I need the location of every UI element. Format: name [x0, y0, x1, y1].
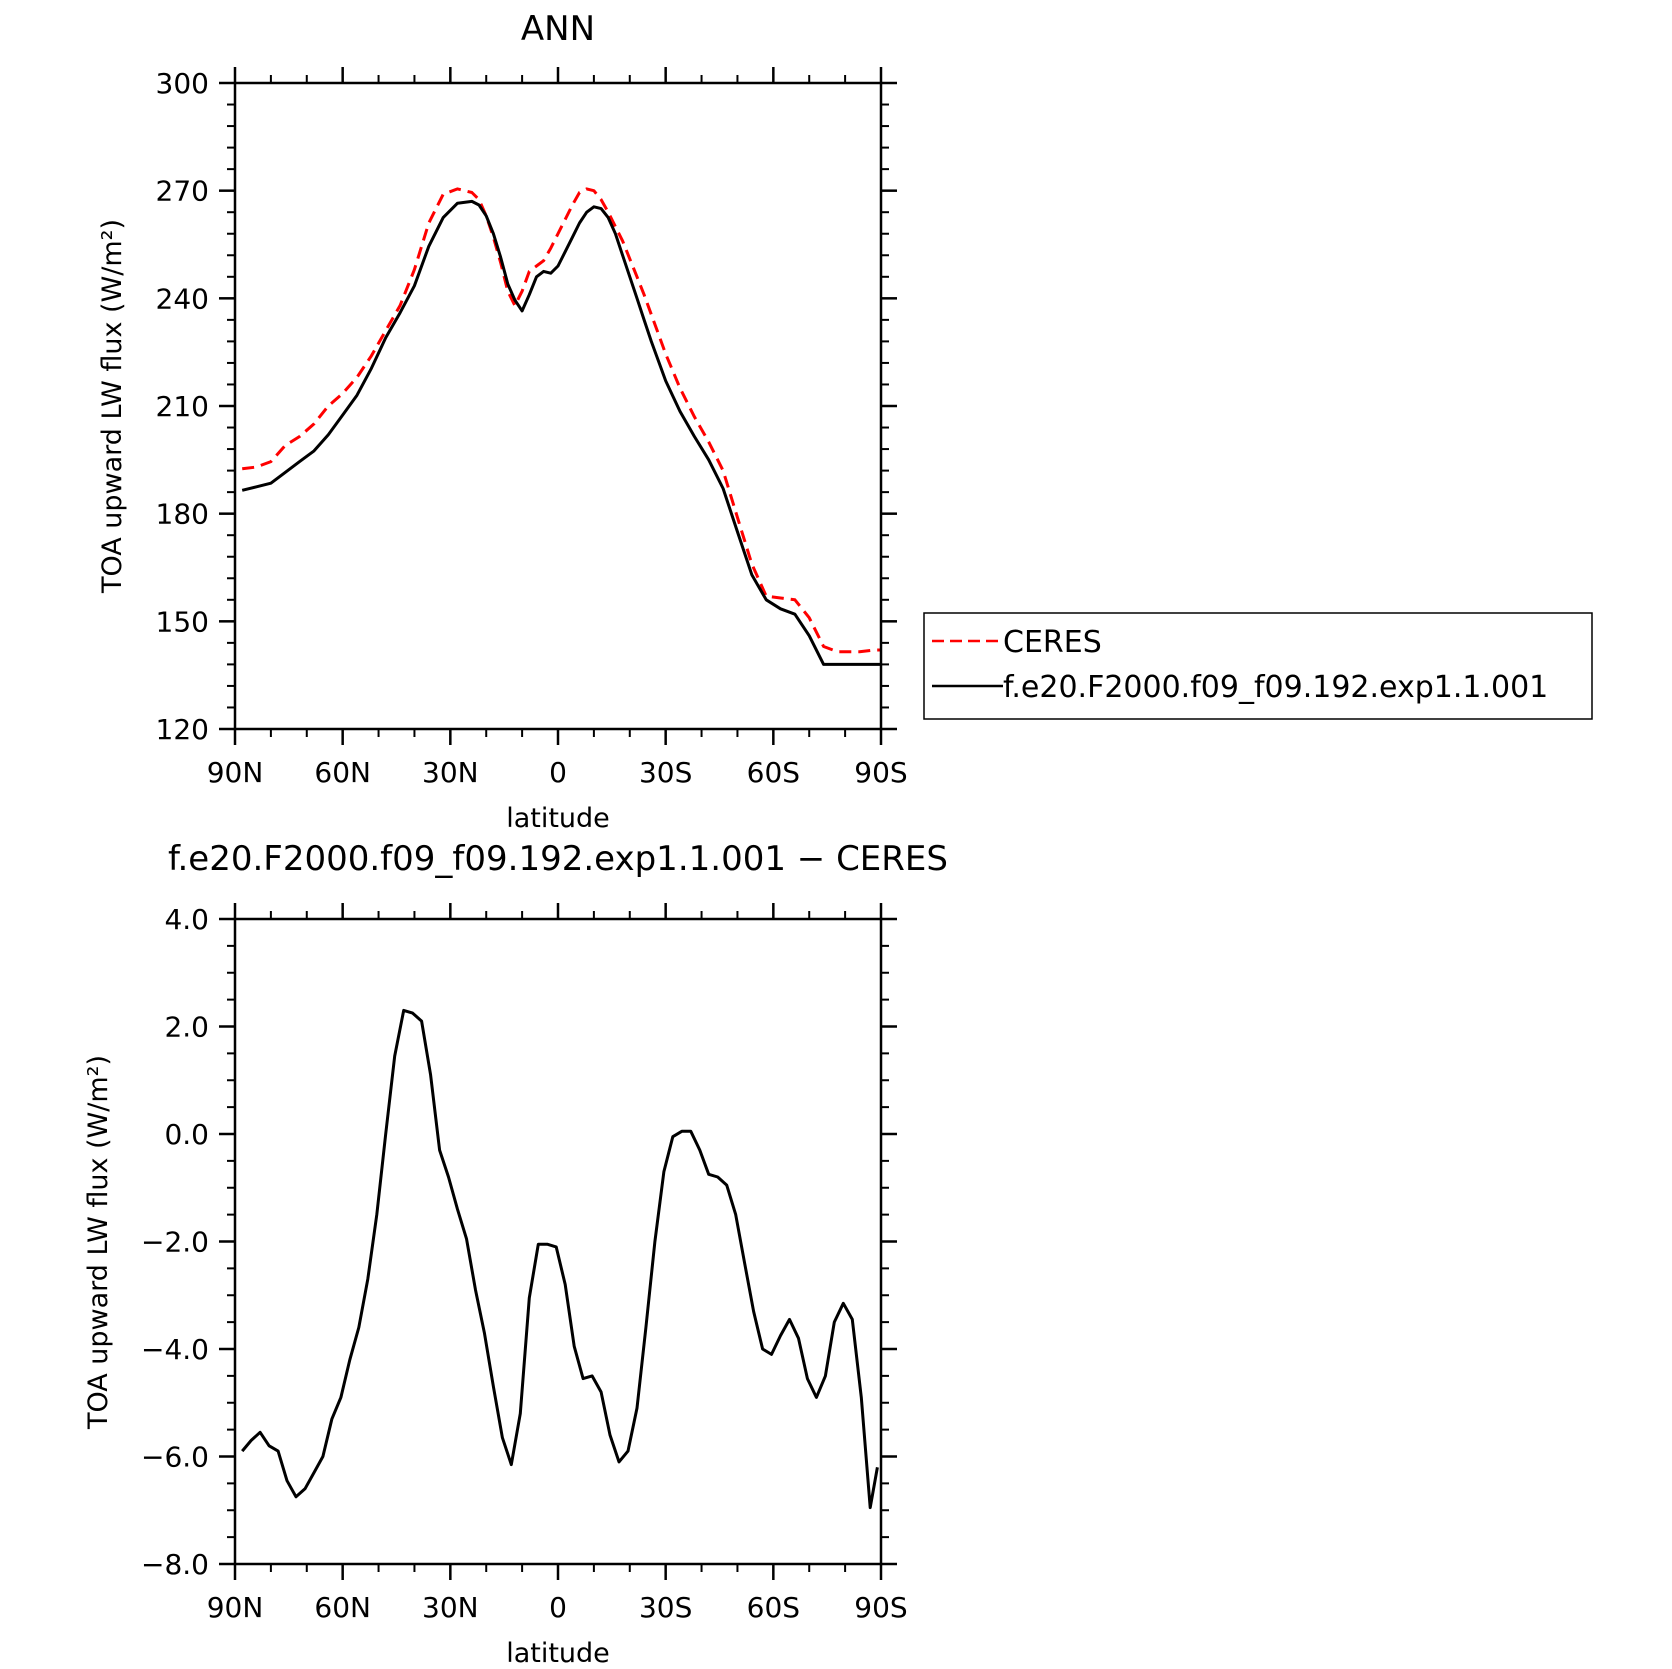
top-series-line-model: [241, 199, 881, 666]
top-y-tick-label: 270: [156, 175, 209, 208]
top-y-tick-label: 150: [156, 605, 209, 638]
legend-ceres-label: CERES: [1003, 625, 1102, 660]
bottom-y-tick-label: −8.0: [141, 1548, 209, 1581]
top-x-tick-label: 60N: [314, 756, 371, 789]
legend-model-label: f.e20.F2000.f09_f09.192.exp1.1.001: [1003, 670, 1548, 705]
top-y-tick-label: 180: [156, 498, 209, 531]
bottom-series-line-model: [241, 1008, 879, 1510]
bottom-y-tick-label: −6.0: [141, 1441, 209, 1474]
top-panel: ANN 120 150 180 210 240 270 300 90N 60N 30N 0 30S 60…: [97, 9, 1593, 834]
top-y-tick-label: 240: [156, 282, 209, 315]
top-y-tick-label: 120: [156, 713, 209, 746]
bottom-x-tick-label: 30N: [422, 1591, 479, 1624]
bottom-y-tick-label: 2.0: [164, 1011, 209, 1044]
bottom-chart-title: f.e20.F2000.f09_f09.192.exp1.1.001 − CER…: [168, 839, 948, 879]
top-chart-title: ANN: [521, 9, 595, 49]
bottom-y-tick-label: −4.0: [141, 1333, 209, 1366]
bottom-x-axis-title: latitude: [506, 1638, 610, 1669]
bottom-x-tick-label: 60S: [747, 1591, 800, 1624]
bottom-x-tick-label: 60N: [314, 1591, 371, 1624]
bottom-y-tick-label: 0.0: [164, 1118, 209, 1151]
bottom-x-tick-label: 0: [549, 1591, 567, 1624]
bottom-y-tick-label: 4.0: [164, 903, 209, 936]
top-y-axis-title: TOA upward LW flux (W/m²): [97, 219, 128, 594]
bottom-x-tick-label: 30S: [639, 1591, 692, 1624]
bottom-y-tick-label: −2.0: [141, 1226, 209, 1259]
top-y-tick-label: 300: [156, 67, 209, 100]
bottom-y-axis-title: TOA upward LW flux (W/m²): [83, 1055, 114, 1430]
top-series-line-ceres: [242, 187, 881, 654]
top-x-tick-label: 30N: [422, 756, 479, 789]
top-x-tick-label: 60S: [747, 756, 800, 789]
top-plot-frame: [233, 81, 883, 731]
top-x-tick-label: 90S: [854, 756, 907, 789]
top-x-axis-title: latitude: [506, 803, 610, 834]
bottom-panel: f.e20.F2000.f09_f09.192.exp1.1.001 − CER…: [83, 839, 948, 1669]
top-x-tick-label: 30S: [639, 756, 692, 789]
top-x-tick-label: 90N: [207, 756, 264, 789]
legend: CERES f.e20.F2000.f09_f09.192.exp1.1.001: [923, 612, 1593, 720]
top-y-tick-label: 210: [156, 390, 209, 423]
top-x-tick-label: 0: [549, 756, 567, 789]
bottom-x-tick-label: 90S: [854, 1591, 907, 1624]
legend-box: [923, 612, 1593, 720]
bottom-x-tick-label: 90N: [207, 1591, 264, 1624]
bottom-plot-frame: [233, 917, 883, 1566]
